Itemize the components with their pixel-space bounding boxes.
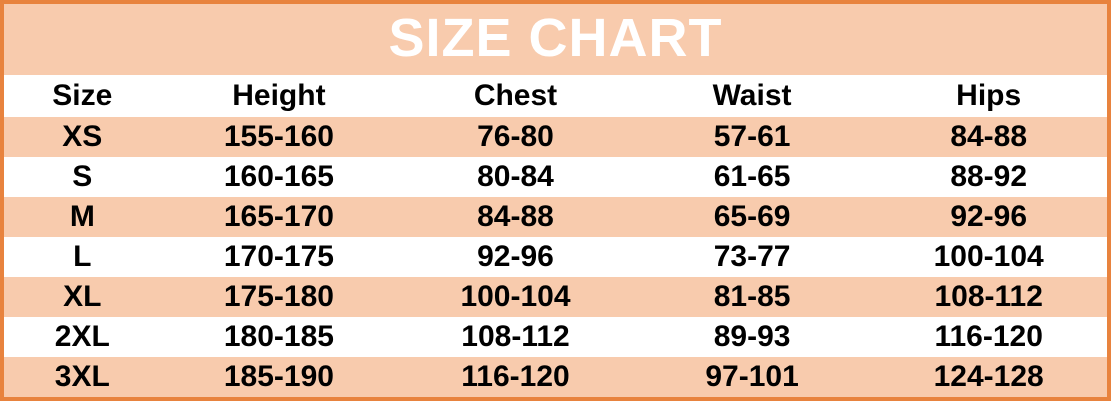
- cell-size: 3XL: [54, 360, 110, 393]
- cell-chest: 100-104: [460, 280, 571, 313]
- table-row-2xl: 2XL 180-185 108-112 89-93 116-120: [4, 317, 1107, 357]
- cell-waist: 81-85: [713, 280, 791, 313]
- cell-hips: 88-92: [950, 160, 1028, 193]
- cell-waist: 97-101: [705, 360, 799, 393]
- cell-chest: 84-88: [477, 200, 554, 233]
- cell-size: L: [73, 240, 92, 273]
- cell-hips: 100-104: [933, 240, 1044, 273]
- header-row: Size Height Chest Waist Hips: [4, 75, 1107, 117]
- cell-waist: 65-69: [713, 200, 791, 233]
- size-table: Size Height Chest Waist Hips XS 155-160 …: [4, 75, 1107, 397]
- column-header-hips: Hips: [956, 79, 1022, 112]
- cell-hips: 92-96: [950, 200, 1028, 233]
- cell-hips: 124-128: [933, 360, 1044, 393]
- cell-hips: 116-120: [934, 320, 1043, 353]
- table-row-l: L 170-175 92-96 73-77 100-104: [4, 237, 1107, 277]
- cell-chest: 116-120: [461, 360, 570, 393]
- cell-waist: 89-93: [713, 320, 791, 353]
- cell-hips: 84-88: [950, 120, 1028, 153]
- cell-height: 185-190: [223, 360, 334, 393]
- cell-size: XL: [63, 280, 102, 313]
- cell-size: XS: [62, 120, 103, 153]
- cell-waist: 61-65: [713, 160, 791, 193]
- cell-chest: 92-96: [477, 240, 554, 273]
- column-header-chest: Chest: [473, 79, 558, 112]
- cell-chest: 80-84: [477, 160, 554, 193]
- column-header-waist: Waist: [712, 79, 792, 112]
- cell-height: 165-170: [223, 200, 334, 233]
- cell-size: S: [72, 160, 93, 193]
- cell-height: 155-160: [223, 120, 334, 153]
- column-header-size: Size: [52, 79, 113, 112]
- table-row-xs: XS 155-160 76-80 57-61 84-88: [4, 117, 1107, 157]
- cell-height: 170-175: [223, 240, 334, 273]
- title-band: SIZE CHART: [4, 4, 1107, 75]
- cell-height: 180-185: [223, 320, 334, 353]
- table-row-3xl: 3XL 185-190 116-120 97-101 124-128: [4, 357, 1107, 397]
- cell-chest: 76-80: [477, 120, 554, 153]
- table-row-s: S 160-165 80-84 61-65 88-92: [4, 157, 1107, 197]
- cell-size: M: [69, 200, 95, 233]
- column-header-height: Height: [232, 79, 326, 112]
- cell-chest: 108-112: [461, 320, 570, 353]
- cell-height: 175-180: [223, 280, 334, 313]
- cell-waist: 73-77: [713, 240, 791, 273]
- cell-height: 160-165: [223, 160, 334, 193]
- cell-hips: 108-112: [934, 280, 1043, 313]
- cell-waist: 57-61: [713, 120, 791, 153]
- table-row-m: M 165-170 84-88 65-69 92-96: [4, 197, 1107, 237]
- chart-title: SIZE CHART: [388, 7, 723, 68]
- cell-size: 2XL: [54, 320, 110, 353]
- table-row-xl: XL 175-180 100-104 81-85 108-112: [4, 277, 1107, 317]
